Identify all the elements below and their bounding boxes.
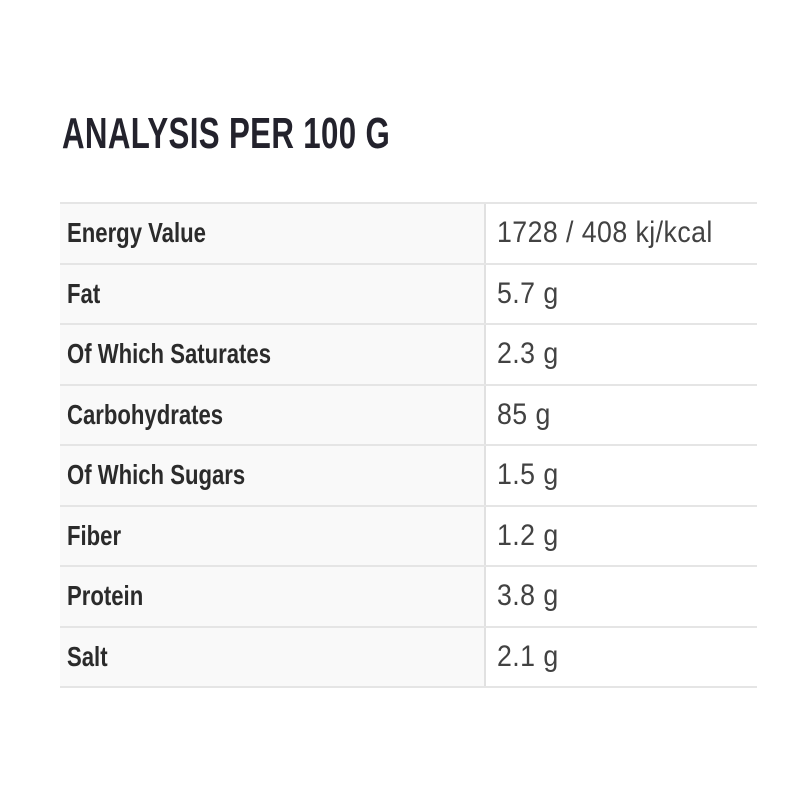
nutrient-label-cell: Energy Value bbox=[60, 204, 486, 263]
nutrient-label: Of Which Saturates bbox=[67, 338, 272, 370]
nutrient-value-cell: 5.7 g bbox=[486, 264, 757, 323]
table-row: Carbohydrates 85 g bbox=[60, 385, 757, 446]
nutrient-label: Of Which Sugars bbox=[67, 459, 246, 491]
table-row: Of Which Saturates 2.3 g bbox=[60, 325, 757, 386]
nutrient-label-cell: Protein bbox=[60, 567, 486, 626]
table-row: Energy Value 1728 / 408 kj/kcal bbox=[60, 204, 757, 265]
nutrient-label-cell: Carbohydrates bbox=[60, 385, 486, 444]
nutrient-value-cell: 2.3 g bbox=[486, 325, 757, 384]
table-row: Fiber 1.2 g bbox=[60, 506, 757, 567]
nutrient-value: 1.2 g bbox=[497, 518, 559, 552]
nutrient-label: Carbohydrates bbox=[67, 398, 224, 430]
table-row: Salt 2.1 g bbox=[60, 627, 757, 688]
nutrient-value: 3.8 g bbox=[497, 579, 559, 613]
table-row: Fat 5.7 g bbox=[60, 264, 757, 325]
page-title: ANALYSIS PER 100 G bbox=[62, 112, 524, 156]
nutrient-label: Fat bbox=[67, 277, 101, 309]
nutrient-value-cell: 1728 / 408 kj/kcal bbox=[486, 204, 757, 263]
nutrient-label: Protein bbox=[67, 580, 144, 612]
nutrient-value: 2.3 g bbox=[497, 337, 559, 371]
nutrient-value-cell: 1.5 g bbox=[486, 446, 757, 505]
nutrient-label-cell: Of Which Saturates bbox=[60, 325, 486, 384]
table-row: Of Which Sugars 1.5 g bbox=[60, 446, 757, 507]
nutrient-value: 85 g bbox=[497, 397, 551, 431]
nutrient-value-cell: 3.8 g bbox=[486, 567, 757, 626]
nutrient-value-cell: 85 g bbox=[486, 385, 757, 444]
nutrient-value-cell: 2.1 g bbox=[486, 627, 757, 686]
nutrient-label: Energy Value bbox=[67, 217, 206, 249]
nutrient-value: 5.7 g bbox=[497, 276, 559, 310]
nutrient-label: Salt bbox=[67, 640, 108, 672]
table-row: Protein 3.8 g bbox=[60, 567, 757, 628]
nutrition-table: Energy Value 1728 / 408 kj/kcal Fat 5.7 … bbox=[60, 202, 757, 688]
nutrient-value: 1728 / 408 kj/kcal bbox=[497, 216, 713, 250]
nutrient-label-cell: Salt bbox=[60, 627, 486, 686]
nutrient-label-cell: Of Which Sugars bbox=[60, 446, 486, 505]
page-title-text: ANALYSIS PER 100 G bbox=[62, 109, 391, 158]
nutrient-label-cell: Fat bbox=[60, 264, 486, 323]
nutrient-value: 2.1 g bbox=[497, 639, 559, 673]
nutrient-value-cell: 1.2 g bbox=[486, 506, 757, 565]
nutrient-label: Fiber bbox=[67, 519, 122, 551]
nutrient-value: 1.5 g bbox=[497, 458, 559, 492]
nutrient-label-cell: Fiber bbox=[60, 506, 486, 565]
